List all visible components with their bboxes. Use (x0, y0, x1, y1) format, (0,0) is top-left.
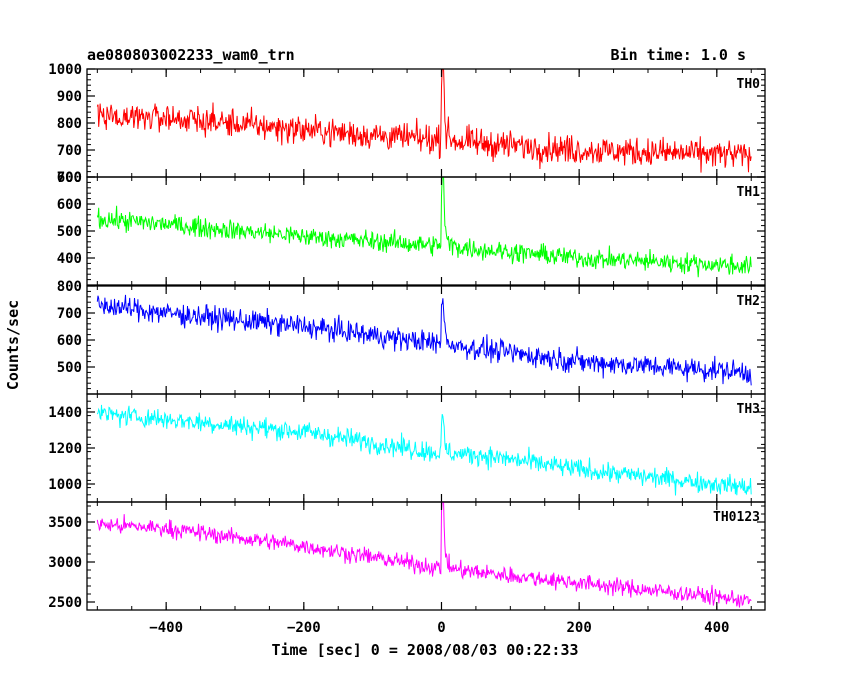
y-tick-label: 1400 (48, 405, 82, 421)
series-line-th3 (96, 404, 752, 496)
x-tick-label: 0 (437, 620, 445, 636)
y-tick-label: 800 (57, 279, 82, 295)
series-line-th0 (96, 69, 752, 173)
y-tick-label: 3500 (48, 515, 82, 531)
panel-th3: 1000 1200 1400 TH3 (48, 393, 766, 503)
y-tick-label: 700 (57, 170, 82, 186)
y-tick-label: 1000 (48, 62, 82, 78)
chart-title: ae080803002233_wam0_trn (87, 46, 295, 64)
panel-th2: 500 600 700 800 TH2 (57, 279, 766, 395)
panel-label-th0: TH0 (737, 77, 761, 92)
y-tick-label: 500 (57, 360, 82, 376)
panel-th0123: 2500 3000 3500 TH0123 (48, 501, 766, 611)
y-tick-label: 600 (57, 170, 82, 186)
y-tick-label: 600 (57, 333, 82, 349)
series-line-th0123 (96, 502, 752, 608)
y-tick-label: 800 (57, 116, 82, 132)
y-tick-label: 700 (57, 143, 82, 159)
y-tick-label: 500 (57, 224, 82, 240)
y-tick-label: 400 (57, 251, 82, 267)
x-axis-label: Time [sec] 0 = 2008/08/03 00:22:33 (271, 641, 578, 659)
panel-label-th1: TH1 (737, 185, 761, 200)
bin-time-label: Bin time: 1.0 s (611, 46, 746, 64)
x-tick-label: −200 (287, 620, 321, 636)
y-axis-label: Counts/sec (4, 300, 22, 390)
panel-label-th3: TH3 (737, 402, 760, 417)
panel-label-th2: TH2 (737, 294, 760, 309)
y-tick-label: 2500 (48, 595, 82, 611)
x-tick-label: −400 (149, 620, 183, 636)
y-tick-label: 1200 (48, 441, 82, 457)
y-tick-label: 1000 (48, 477, 82, 493)
y-tick-label: 600 (57, 197, 82, 213)
x-tick-label: 400 (704, 620, 729, 636)
y-tick-label: 3000 (48, 555, 82, 571)
panel-label-th0123: TH0123 (713, 510, 760, 525)
x-tick-label: 200 (567, 620, 592, 636)
panels: 6007008009001000TH0400500600700TH1500600… (48, 62, 766, 636)
series-line-th2 (96, 294, 752, 386)
y-tick-label: 700 (57, 306, 82, 322)
panel-frame (86, 501, 766, 611)
series-line-th1 (96, 177, 752, 278)
y-tick-label: 900 (57, 89, 82, 105)
